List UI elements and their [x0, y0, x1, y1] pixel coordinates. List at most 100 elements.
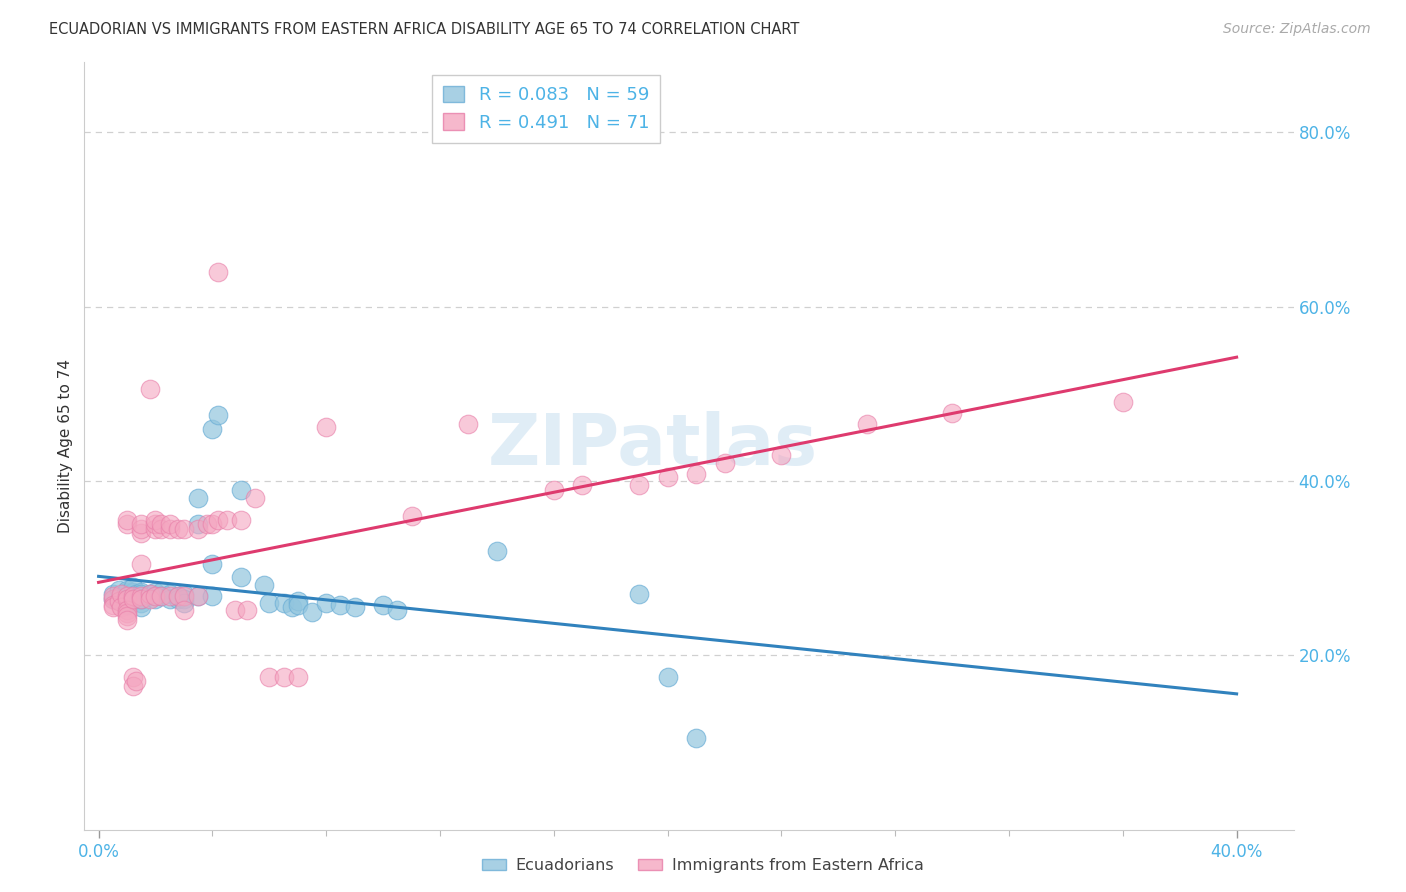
Point [129, 596, 152, 610]
Y-axis label: Disability Age 65 to 74: Disability Age 65 to 74 [58, 359, 73, 533]
Point [150, 589, 173, 603]
Point [201, 589, 224, 603]
Point [101, 591, 124, 606]
Point [139, 587, 162, 601]
Point [273, 596, 295, 610]
Point [139, 382, 162, 396]
Point [124, 674, 146, 689]
Point [101, 591, 124, 606]
Point [159, 591, 181, 606]
Point [173, 522, 195, 536]
Point [121, 670, 143, 684]
Point [329, 598, 352, 612]
Point [139, 591, 162, 606]
Point [121, 580, 143, 594]
Point [150, 584, 173, 599]
Point [124, 587, 146, 601]
Point [115, 589, 138, 603]
Point [685, 467, 707, 481]
Point [243, 491, 266, 506]
Point [387, 603, 409, 617]
Point [101, 589, 124, 603]
Point [224, 603, 246, 617]
Point [571, 478, 593, 492]
Point [173, 596, 195, 610]
Point [129, 522, 152, 536]
Point [129, 526, 152, 541]
Point [201, 517, 224, 532]
Point [101, 598, 124, 612]
Point [173, 603, 195, 617]
Point [187, 491, 209, 506]
Point [657, 670, 679, 684]
Point [229, 483, 252, 497]
Text: ZIPatlas: ZIPatlas [488, 411, 818, 481]
Point [115, 598, 138, 612]
Point [628, 478, 651, 492]
Point [129, 585, 152, 599]
Point [713, 457, 735, 471]
Point [121, 591, 143, 606]
Point [187, 589, 209, 603]
Point [107, 594, 129, 608]
Text: ECUADORIAN VS IMMIGRANTS FROM EASTERN AFRICA DISABILITY AGE 65 TO 74 CORRELATION: ECUADORIAN VS IMMIGRANTS FROM EASTERN AF… [49, 22, 800, 37]
Point [167, 589, 190, 603]
Point [371, 598, 394, 612]
Point [115, 513, 138, 527]
Point [485, 543, 508, 558]
Point [941, 406, 963, 420]
Point [115, 582, 138, 597]
Point [139, 589, 162, 603]
Point [207, 513, 229, 527]
Point [110, 589, 132, 603]
Point [115, 517, 138, 532]
Point [115, 591, 138, 606]
Point [150, 517, 173, 532]
Point [187, 517, 209, 532]
Point [159, 589, 181, 603]
Point [657, 469, 679, 483]
Point [110, 587, 132, 601]
Point [129, 600, 152, 615]
Point [315, 419, 337, 434]
Point [145, 589, 167, 603]
Point [167, 589, 190, 603]
Point [187, 589, 209, 603]
Point [121, 585, 143, 599]
Point [855, 417, 877, 432]
Point [457, 417, 479, 432]
Point [129, 587, 152, 601]
Point [301, 605, 323, 619]
Point [121, 589, 143, 603]
Point [287, 670, 309, 684]
Point [121, 679, 143, 693]
Point [1112, 395, 1135, 409]
Point [129, 517, 152, 532]
Point [173, 587, 195, 601]
Point [159, 522, 181, 536]
Legend: Ecuadorians, Immigrants from Eastern Africa: Ecuadorians, Immigrants from Eastern Afr… [475, 852, 931, 880]
Point [287, 598, 309, 612]
Point [115, 585, 138, 599]
Point [150, 589, 173, 603]
Point [129, 591, 152, 606]
Point [115, 587, 138, 601]
Point [628, 587, 651, 601]
Point [145, 585, 167, 599]
Point [401, 508, 423, 523]
Point [139, 587, 162, 601]
Text: Source: ZipAtlas.com: Source: ZipAtlas.com [1223, 22, 1371, 37]
Point [107, 582, 129, 597]
Point [235, 603, 257, 617]
Point [173, 591, 195, 606]
Point [343, 600, 366, 615]
Point [207, 409, 229, 423]
Point [207, 265, 229, 279]
Point [685, 731, 707, 745]
Point [129, 557, 152, 571]
Point [115, 591, 138, 606]
Point [159, 587, 181, 601]
Point [145, 522, 167, 536]
Point [770, 448, 793, 462]
Point [129, 591, 152, 606]
